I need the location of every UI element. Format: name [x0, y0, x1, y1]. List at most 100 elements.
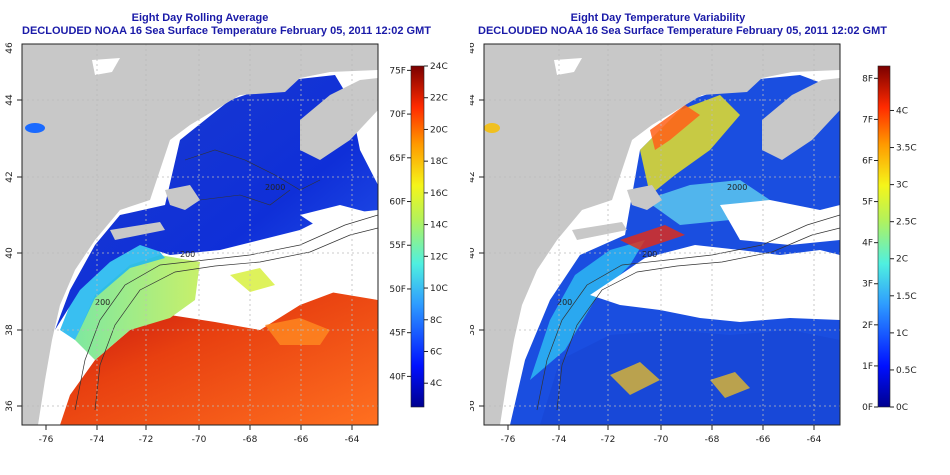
colorbar-label: 60F	[389, 198, 406, 208]
lat-lon-grid	[22, 44, 378, 425]
contour-200	[74, 214, 378, 411]
colorbar-label: 7F	[862, 115, 873, 125]
colorbar-label: 1C	[896, 329, 908, 339]
colorbar-label: 12C	[430, 252, 448, 262]
colorbar-label: 65F	[389, 154, 406, 164]
no-data-patch-2	[720, 200, 840, 245]
land-lake-2	[484, 123, 500, 133]
lat-tick-label: 38	[5, 324, 15, 336]
colorbar-variability	[877, 65, 891, 408]
colorbar-label: 45F	[389, 329, 406, 339]
colorbar-label: 5F	[862, 198, 873, 208]
lat-lon-grid	[484, 44, 840, 425]
lat-tick-label: 44	[5, 94, 15, 106]
colorbar-label: 0.5C	[896, 366, 917, 376]
lon-tick-label: -64	[345, 435, 360, 445]
colorbar-label: 14C	[430, 221, 448, 231]
colorbar-label: 1.5C	[896, 292, 917, 302]
colorbar-label: 4C	[430, 379, 442, 389]
land-nova-scotia	[300, 78, 378, 160]
colorbar-average	[410, 65, 425, 408]
lat-tick-label: 38	[470, 324, 477, 336]
lat-tick-label: 42	[5, 171, 15, 182]
right-map-panel: 200 2000 200 -76 -74 -72 -70 -68 -66 -64…	[470, 42, 917, 445]
lat-tick-label: 44	[470, 94, 477, 106]
land-cape-cod	[627, 185, 662, 210]
map-frame	[21, 43, 379, 426]
right-title: Eight Day Temperature Variability DECLOU…	[478, 12, 887, 38]
lon-tick-label: -72	[601, 435, 616, 445]
lon-tick-label: -76	[501, 435, 516, 445]
colorbar-label: 6F	[862, 156, 873, 166]
colorbar-label: 40F	[389, 372, 406, 382]
contour-label-2: 2000	[727, 183, 747, 192]
land-long-island	[110, 222, 165, 240]
land-long-island	[572, 222, 627, 240]
lat-tick-label: 40	[470, 247, 477, 259]
colorbar-label: 4F	[862, 239, 873, 249]
contour-200	[536, 214, 840, 411]
map-frame	[483, 43, 841, 426]
land-mainland	[484, 44, 840, 425]
colorbar-label: 6C	[430, 347, 442, 357]
lat-tick-label: 46	[5, 42, 15, 54]
colorbar-right-scale: 0C 0.5C 1C 1.5C 2C 2.5C 3C 3.5C 4C	[890, 106, 917, 413]
land-mainland	[22, 44, 378, 425]
colorbar-label: 4C	[896, 106, 908, 116]
contour-label-1: 200	[180, 250, 195, 259]
colorbar-label: 2F	[862, 321, 873, 331]
colorbar-right-scale: 4C 6C 8C 10C 12C 14C 16C 18C 20C 22C 24C	[424, 62, 448, 389]
colorbar-label: 16C	[430, 189, 448, 199]
colorbar-label: 3C	[896, 181, 908, 191]
colorbar-label: 70F	[389, 110, 406, 120]
colorbar-label: 2C	[896, 255, 908, 265]
colorbar-left-scale: 40F 45F 50F 55F 60F 65F 70F 75F	[389, 66, 411, 382]
lat-tick-label: 42	[470, 171, 477, 182]
lat-tick-label: 40	[5, 247, 15, 259]
lat-axis: 36 38 40 42 44 46	[470, 42, 484, 412]
shelf-transition-region	[60, 240, 165, 340]
colorbar-left-scale: 0F 1F 2F 3F 4F 5F 6F 7F 8F	[862, 74, 878, 413]
lon-tick-label: -70	[654, 435, 669, 445]
lat-tick-label: 46	[470, 42, 477, 54]
lon-tick-label: -74	[90, 435, 105, 445]
colorbar-label: 75F	[389, 66, 406, 76]
lat-tick-label: 36	[470, 400, 477, 412]
contour-label-2: 2000	[265, 183, 285, 192]
contour-inner	[184, 149, 321, 206]
left-map-panel: 200 2000 200 -76 -74 -72 -70 -68 -66 -64…	[5, 42, 448, 445]
contour-2000	[94, 227, 378, 411]
colorbar-label: 24C	[430, 62, 448, 72]
left-title-line1: Eight Day Rolling Average	[131, 12, 269, 24]
land-nova-scotia	[762, 78, 840, 160]
contour-2000	[556, 227, 840, 411]
lon-axis: -76 -74 -72 -70 -68 -66 -64	[39, 425, 360, 445]
cold-water-region	[55, 75, 378, 330]
right-title-line2: DECLOUDED NOAA 16 Sea Surface Temperatur…	[478, 25, 887, 37]
left-title-line2: DECLOUDED NOAA 16 Sea Surface Temperatur…	[22, 25, 431, 37]
variability-high-shelf	[640, 95, 740, 195]
colorbar-label: 2.5C	[896, 218, 917, 228]
colorbar-label: 8C	[430, 316, 442, 326]
no-data-patch-2	[300, 205, 378, 240]
colorbar-label: 0C	[896, 403, 908, 413]
lon-tick-label: -66	[756, 435, 771, 445]
lon-tick-label: -72	[139, 435, 154, 445]
colorbar-label: 3F	[862, 280, 873, 290]
orange-patch	[265, 318, 330, 345]
variability-red-stripe	[620, 225, 685, 250]
colorbar-label: 55F	[389, 241, 406, 251]
lon-tick-label: -68	[243, 435, 258, 445]
land-cape-cod	[165, 185, 200, 210]
colorbar-label: 50F	[389, 285, 406, 295]
no-data-patch-1	[590, 245, 840, 322]
contour-label-1: 200	[642, 250, 657, 259]
lon-tick-label: -74	[552, 435, 567, 445]
colorbar-label: 8F	[862, 74, 873, 84]
left-title: Eight Day Rolling Average DECLOUDED NOAA…	[22, 12, 431, 38]
lon-tick-label: -66	[294, 435, 309, 445]
contour-label-3: 200	[95, 298, 110, 307]
right-title-line1: Eight Day Temperature Variability	[570, 12, 746, 24]
lon-tick-label: -70	[192, 435, 207, 445]
lat-tick-label: 36	[5, 400, 15, 412]
